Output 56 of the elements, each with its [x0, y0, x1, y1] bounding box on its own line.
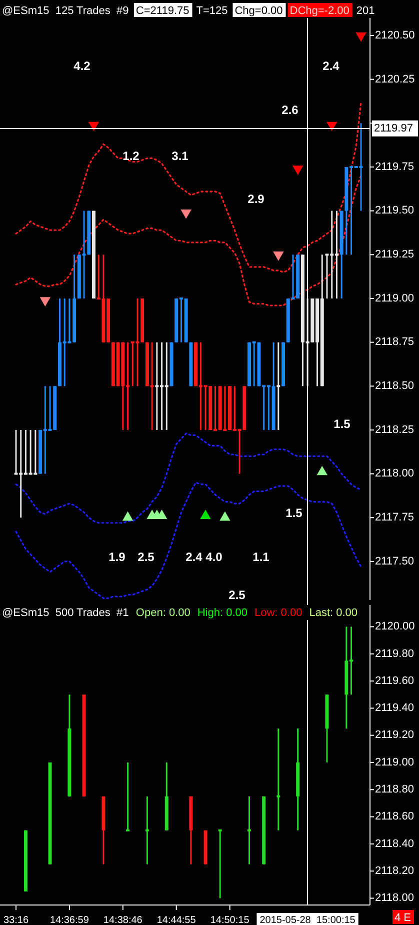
annotation: Low: 0.00	[254, 607, 302, 619]
y-tick-label: 2120.00	[375, 620, 415, 633]
annotation: 3.1	[172, 149, 189, 164]
text: T=125	[196, 5, 228, 17]
annotation: Open: 0.00	[136, 607, 190, 619]
y-tick-label: 2120.25	[375, 73, 415, 86]
annotation: High: 0.00	[197, 607, 248, 619]
y-tick-label: 2118.75	[375, 336, 414, 348]
y-tick-label: 2119.00	[375, 756, 414, 768]
text: 201	[356, 5, 375, 17]
x-tick-label: 2015-05-28 15:00:15	[260, 915, 356, 925]
annotation: 2.4	[186, 550, 203, 564]
chart-title: @ESm15 500 Trades #1	[2, 607, 129, 619]
y-tick-label: 2119.20	[375, 729, 414, 742]
text: Chg=0.00	[234, 5, 283, 17]
y-tick-label: 2117.50	[375, 555, 414, 568]
y-tick-label: 2117.75	[375, 512, 414, 524]
chart-title: @ESm15 125 Trades #9	[2, 5, 129, 17]
annotation: 2.6	[282, 103, 299, 118]
y-tick-label: 2118.25	[375, 424, 414, 436]
y-tick-label: 2118.50	[375, 380, 414, 392]
y-tick-label: 2119.80	[375, 648, 414, 660]
annotation: 4.2	[74, 59, 91, 74]
x-tick-label: 14:36:59	[50, 915, 90, 925]
annotation: 1.5	[286, 506, 303, 520]
annotation: 1.1	[252, 550, 270, 564]
y-tick-label: 2118.80	[375, 784, 414, 796]
y-tick-label: 2118.60	[375, 810, 414, 823]
text: 4 E	[394, 912, 412, 924]
text: C=2119.75	[136, 5, 190, 17]
x-tick-label: 14:50:15	[210, 915, 250, 925]
x-tick-label: 14:38:46	[103, 915, 143, 925]
annotation: 2.9	[248, 192, 265, 206]
y-tick-label: 2119.75	[375, 160, 414, 173]
x-tick-label: 33:16	[3, 915, 29, 925]
y-tick-label: 2119.50	[375, 204, 414, 217]
y-tick-label: 2118.20	[375, 864, 414, 877]
y-tick-label: 2119.40	[375, 702, 414, 714]
annotation: 4.0	[206, 550, 223, 564]
annotation: 2.5	[138, 550, 155, 564]
y-tick-label: 2119.00	[375, 292, 414, 304]
x-tick-label: 14:44:55	[156, 915, 196, 925]
ref-line-label: 2119.97	[374, 122, 413, 134]
y-tick-label: 2118.40	[375, 838, 414, 850]
annotation: Last: 0.00	[309, 607, 358, 619]
annotation: 2.4	[322, 59, 340, 74]
annotation: 1.5	[334, 417, 351, 432]
y-tick-label: 2118.00	[375, 468, 414, 480]
annotation: 1.9	[108, 550, 126, 564]
annotation: 1.2	[122, 149, 140, 164]
y-tick-label: 2119.60	[375, 674, 414, 687]
text: DChg=-2.00	[290, 5, 350, 17]
y-tick-label: 2119.25	[375, 248, 414, 261]
y-tick-label: 2120.50	[375, 29, 415, 42]
annotation: 2.5	[228, 588, 246, 602]
y-tick-label: 2118.00	[375, 892, 414, 904]
